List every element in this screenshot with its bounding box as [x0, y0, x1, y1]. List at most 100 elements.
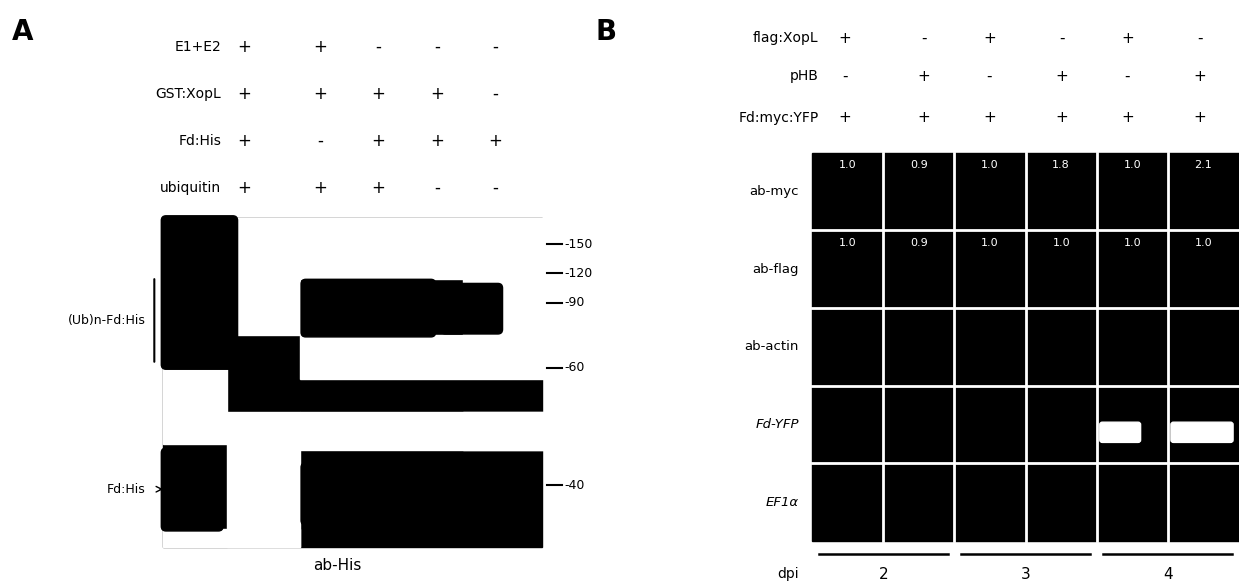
- Bar: [954, 386, 1026, 463]
- Text: 0.9: 0.9: [909, 238, 928, 248]
- Text: +: +: [839, 31, 851, 46]
- Bar: [954, 463, 1026, 541]
- Text: +: +: [1193, 110, 1206, 125]
- Text: ab-His: ab-His: [313, 558, 362, 573]
- Text: +: +: [488, 132, 502, 150]
- Text: 4: 4: [1163, 567, 1172, 583]
- Text: +: +: [1121, 31, 1134, 46]
- Text: ubiquitin: ubiquitin: [160, 181, 222, 195]
- Text: 1.8: 1.8: [1052, 160, 1070, 170]
- Bar: [1097, 308, 1168, 386]
- Text: 3: 3: [1021, 567, 1031, 583]
- Text: ab-myc: ab-myc: [750, 185, 799, 198]
- Text: -: -: [434, 38, 440, 56]
- Text: Fd:myc:YFP: Fd:myc:YFP: [738, 111, 819, 125]
- Text: +: +: [372, 132, 385, 150]
- Text: -: -: [1125, 69, 1130, 84]
- Bar: [883, 386, 954, 463]
- Text: +: +: [1056, 110, 1068, 125]
- Text: +: +: [372, 85, 385, 103]
- Text: -: -: [375, 38, 382, 56]
- Bar: [164, 218, 541, 547]
- Text: Fd:His: Fd:His: [107, 483, 145, 496]
- Text: flag:XopL: flag:XopL: [753, 31, 819, 45]
- Text: +: +: [313, 85, 327, 103]
- Text: -150: -150: [565, 238, 593, 250]
- Text: 2: 2: [878, 567, 888, 583]
- Text: -120: -120: [565, 267, 593, 280]
- Text: -: -: [1197, 31, 1202, 46]
- Bar: [813, 463, 883, 541]
- Bar: [1097, 463, 1168, 541]
- Text: B: B: [596, 18, 617, 46]
- Text: +: +: [983, 31, 996, 46]
- Text: +: +: [238, 179, 252, 197]
- Text: EF1α: EF1α: [766, 496, 799, 509]
- Text: -: -: [317, 132, 323, 150]
- Bar: [164, 365, 227, 444]
- Bar: [1168, 230, 1239, 308]
- Bar: [1097, 230, 1168, 308]
- Text: 1.0: 1.0: [1052, 238, 1070, 248]
- Text: -90: -90: [565, 296, 585, 309]
- Bar: [164, 529, 300, 547]
- Bar: [227, 412, 300, 547]
- Text: (Ub)n-Fd:His: (Ub)n-Fd:His: [68, 314, 145, 327]
- FancyBboxPatch shape: [1100, 422, 1141, 442]
- Text: 1.0: 1.0: [981, 160, 999, 170]
- Text: +: +: [238, 132, 252, 150]
- FancyBboxPatch shape: [441, 283, 503, 334]
- Text: 1.0: 1.0: [981, 238, 999, 248]
- Bar: [1168, 153, 1239, 230]
- Text: -: -: [843, 69, 847, 84]
- Bar: [954, 230, 1026, 308]
- Text: 0.9: 0.9: [909, 160, 928, 170]
- Bar: [1026, 308, 1097, 386]
- Bar: [883, 153, 954, 230]
- Text: -: -: [492, 38, 498, 56]
- Text: 2.1: 2.1: [1194, 160, 1212, 170]
- Text: -60: -60: [565, 361, 585, 374]
- Text: +: +: [313, 179, 327, 197]
- Text: +: +: [1121, 110, 1134, 125]
- Bar: [883, 308, 954, 386]
- Text: -: -: [492, 179, 498, 197]
- FancyBboxPatch shape: [161, 448, 223, 531]
- Bar: [1168, 308, 1239, 386]
- Text: +: +: [372, 179, 385, 197]
- Bar: [300, 412, 553, 450]
- Text: A: A: [11, 18, 33, 46]
- Bar: [954, 308, 1026, 386]
- Text: +: +: [1193, 69, 1206, 84]
- Text: 1.0: 1.0: [839, 160, 856, 170]
- Text: 1.0: 1.0: [1124, 160, 1141, 170]
- Text: +: +: [983, 110, 996, 125]
- Text: Fd:His: Fd:His: [178, 134, 222, 148]
- Text: E1+E2: E1+E2: [175, 40, 222, 54]
- FancyBboxPatch shape: [1171, 422, 1233, 442]
- Bar: [1026, 463, 1097, 541]
- Text: +: +: [917, 69, 930, 84]
- Text: 1.0: 1.0: [1124, 238, 1141, 248]
- Text: Fd-YFP: Fd-YFP: [756, 418, 799, 431]
- Bar: [1026, 153, 1097, 230]
- Bar: [1026, 230, 1097, 308]
- Text: ab-actin: ab-actin: [745, 340, 799, 353]
- FancyBboxPatch shape: [301, 463, 512, 525]
- Bar: [1168, 463, 1239, 541]
- Bar: [813, 308, 883, 386]
- Text: +: +: [839, 110, 851, 125]
- Bar: [1026, 386, 1097, 463]
- Text: -: -: [492, 85, 498, 103]
- Bar: [300, 335, 553, 379]
- Bar: [1168, 386, 1239, 463]
- Text: +: +: [430, 132, 444, 150]
- Bar: [1097, 386, 1168, 463]
- Bar: [1097, 153, 1168, 230]
- Text: dpi: dpi: [777, 567, 799, 582]
- Text: +: +: [430, 85, 444, 103]
- Text: -: -: [434, 179, 440, 197]
- Bar: [954, 153, 1026, 230]
- Bar: [300, 218, 553, 279]
- Bar: [463, 412, 553, 450]
